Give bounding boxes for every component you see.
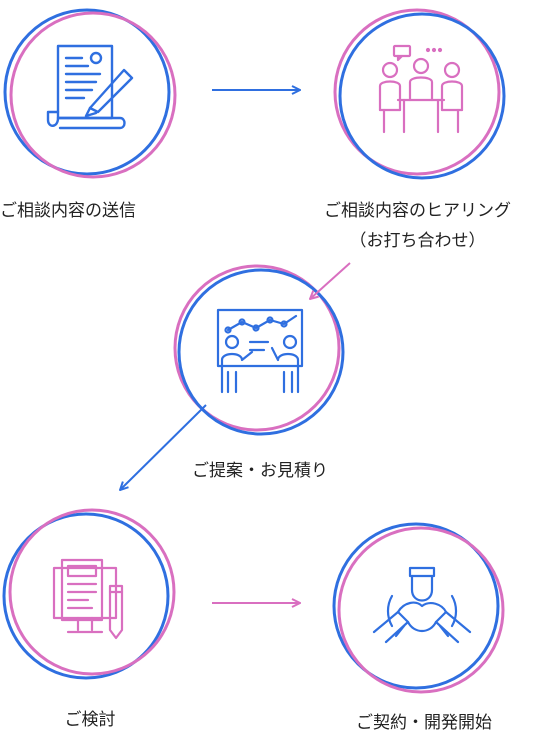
step-1-circle-blue bbox=[3, 8, 171, 176]
step-1-circle-pink bbox=[9, 11, 177, 179]
step-3-node bbox=[173, 264, 345, 436]
step-2-circle-blue bbox=[338, 12, 506, 180]
step-3-circle-blue bbox=[177, 268, 345, 436]
step-2-sublabel: （お打ち合わせ） bbox=[349, 231, 486, 251]
step-1-node bbox=[3, 8, 177, 179]
step-5-node bbox=[332, 522, 505, 694]
step-1-label: ご相談内容の送信 bbox=[0, 201, 136, 221]
step-5-label: ご契約・開発開始 bbox=[356, 713, 492, 733]
step-4-circle-blue bbox=[2, 512, 170, 680]
step-4-circle-pink bbox=[8, 508, 176, 676]
step-5-circle-pink bbox=[337, 526, 505, 694]
step-4-label: ご検討 bbox=[64, 710, 116, 730]
arrow-3-to-4 bbox=[120, 404, 207, 490]
step-3-label: ご提案・お見積り bbox=[192, 461, 328, 481]
meeting-icon bbox=[378, 44, 464, 134]
step-2-node bbox=[333, 8, 506, 180]
step-2-label: ご相談内容のヒアリング bbox=[324, 201, 511, 221]
presentation-icon bbox=[216, 308, 304, 394]
step-5-circle-blue bbox=[332, 522, 500, 690]
step-2-circle-pink bbox=[333, 8, 501, 176]
hands-together-icon bbox=[372, 566, 472, 644]
step-3-circle-pink bbox=[173, 264, 341, 432]
step-4-node bbox=[2, 508, 176, 680]
arrow-2-to-3 bbox=[310, 262, 351, 299]
computer-document-icon bbox=[52, 558, 124, 640]
document-pen-icon bbox=[46, 44, 134, 130]
